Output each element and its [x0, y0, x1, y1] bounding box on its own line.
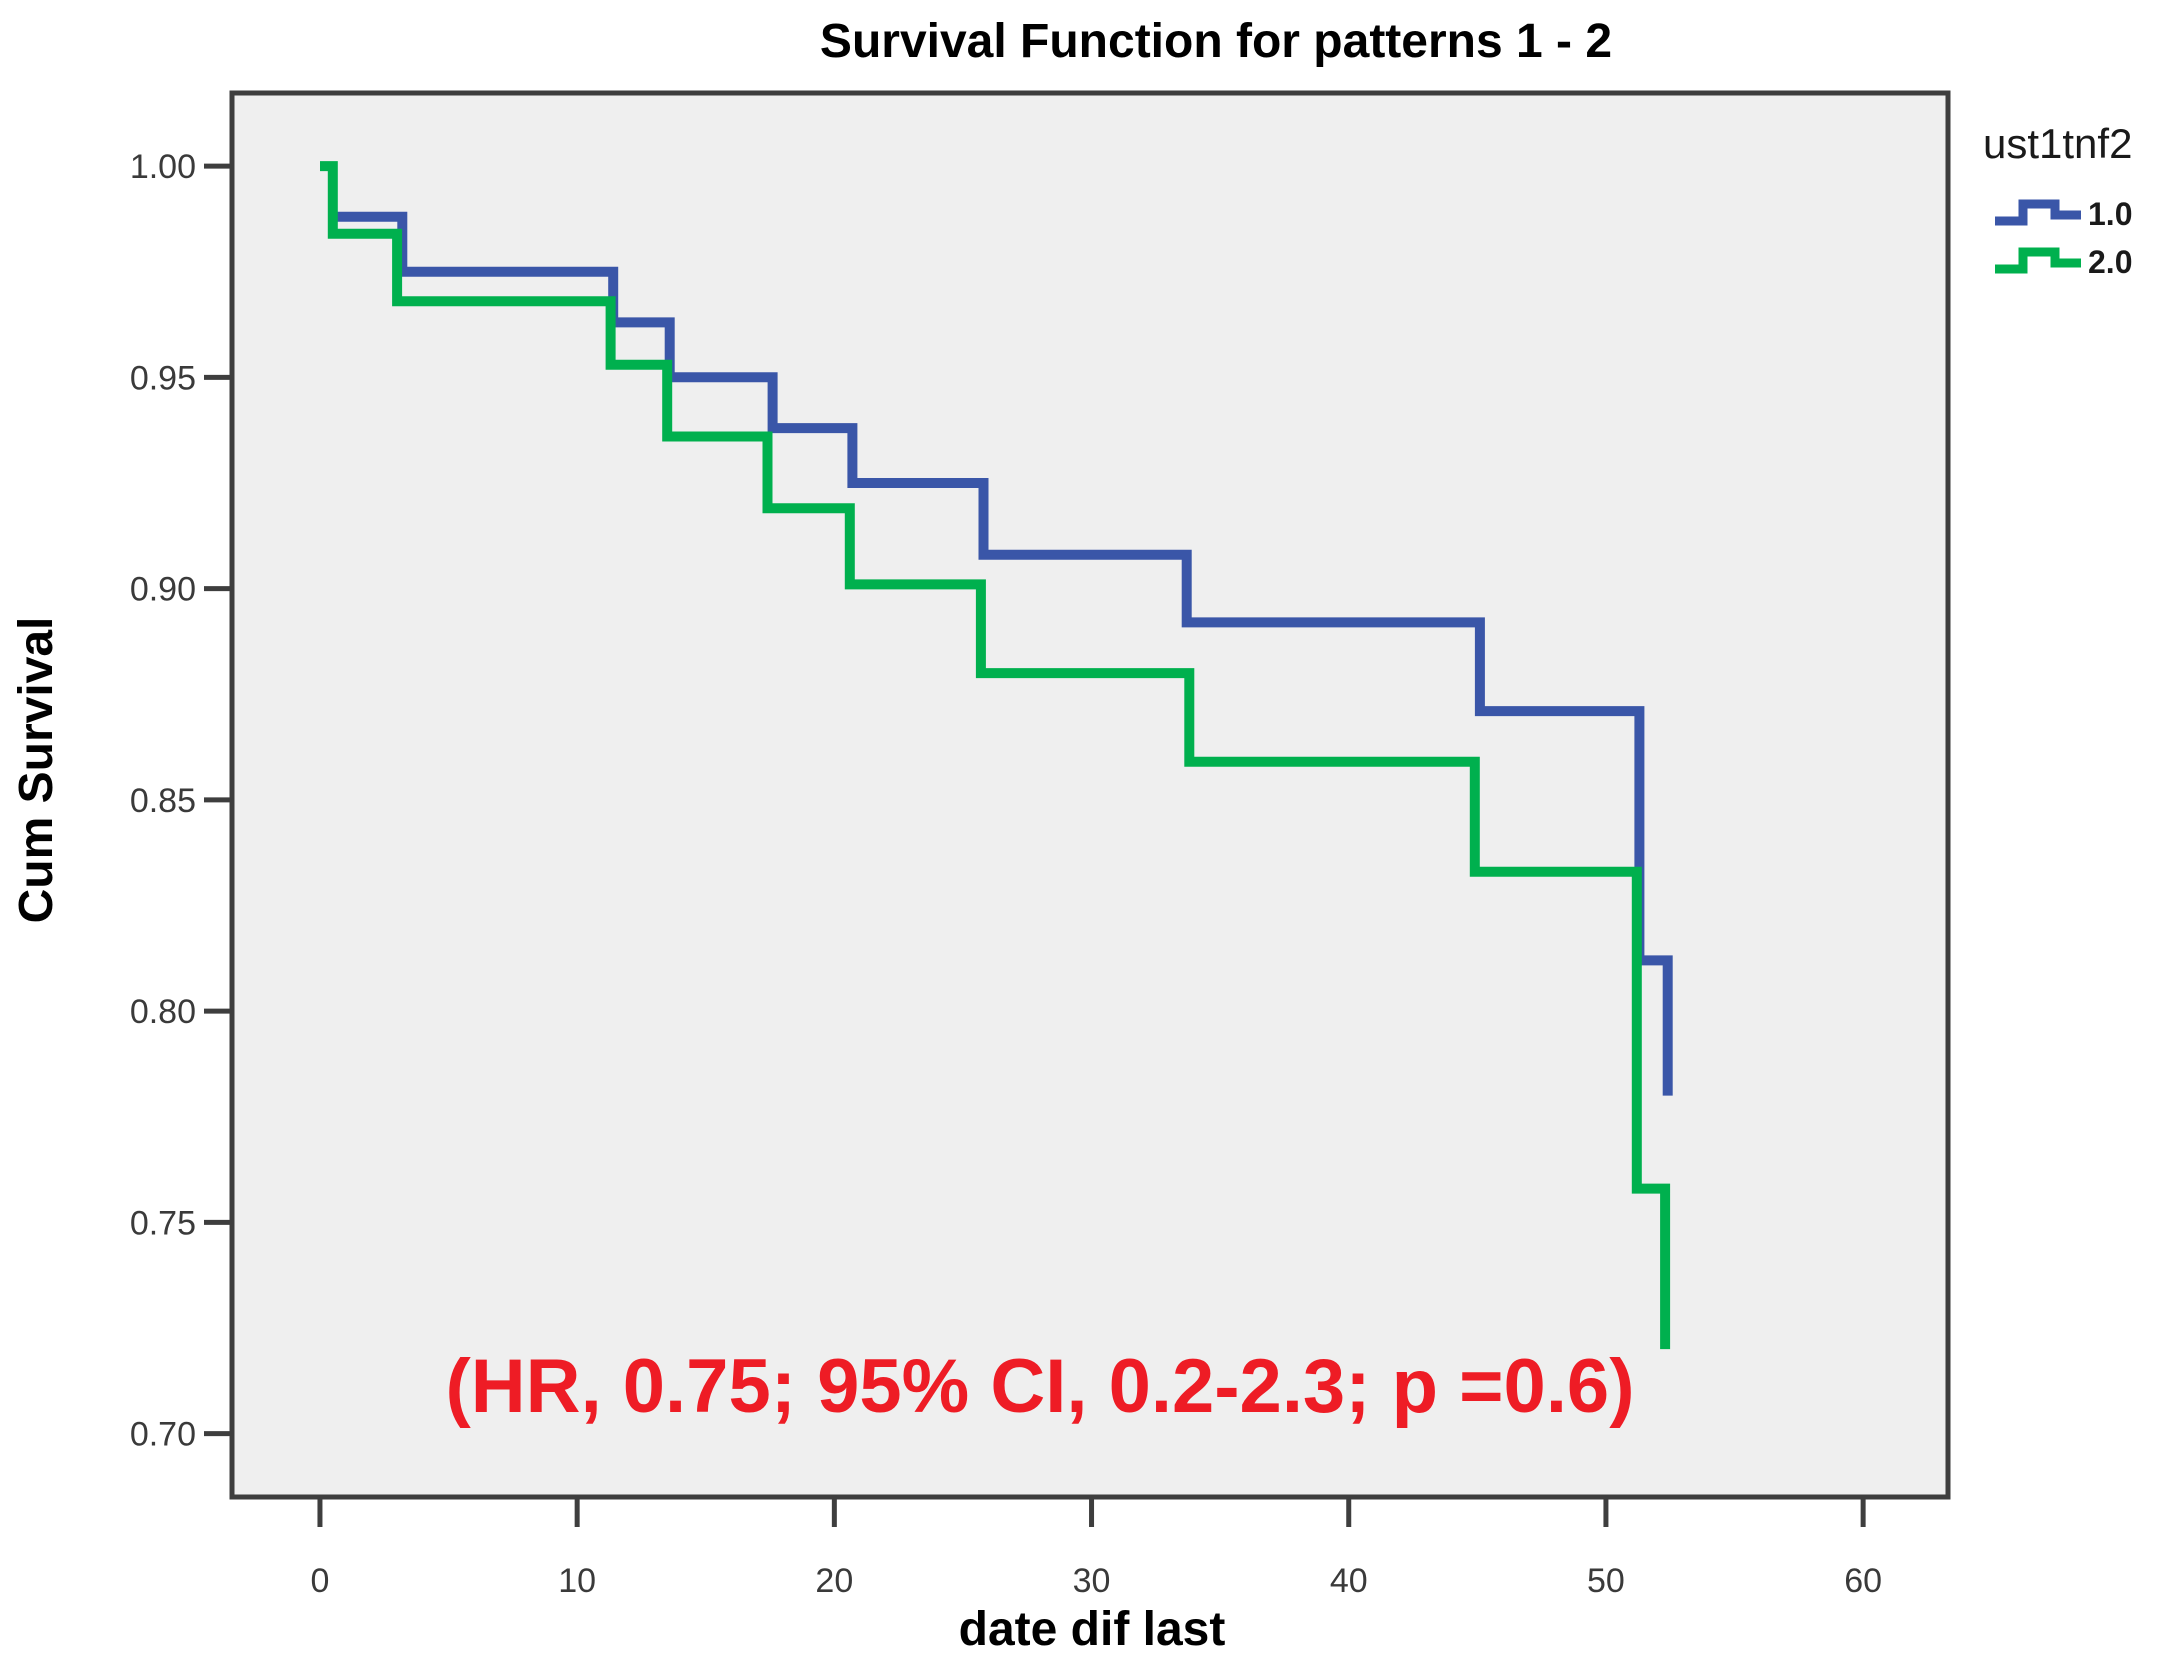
- y-tick-label: 0.75: [130, 1204, 196, 1242]
- hazard-ratio-annotation: (HR, 0.75; 95% CI, 0.2-2.3; p =0.6): [445, 1344, 1634, 1429]
- legend: 1.02.0: [1995, 196, 2132, 280]
- survival-curve-1.0: [335, 211, 1673, 1096]
- y-tick-label: 0.80: [130, 993, 196, 1031]
- legend-swatch-2.0: [1995, 247, 2081, 274]
- survival-curves: [320, 161, 1673, 1350]
- y-axis-label: Cum Survival: [10, 617, 63, 924]
- x-axis-ticks: 0 10 20 30 40 50 60: [310, 1497, 1882, 1600]
- x-tick-label: 40: [1330, 1562, 1368, 1600]
- survival-curve-2.0: [320, 161, 1671, 1350]
- plot-border: [229, 90, 1951, 1500]
- y-tick-label: 0.95: [130, 359, 196, 397]
- x-tick-label: 50: [1587, 1562, 1625, 1600]
- y-tick-label: 1.00: [130, 148, 196, 186]
- legend-label-2.0: 2.0: [2088, 244, 2132, 280]
- y-tick-label: 0.90: [130, 571, 196, 609]
- y-tick-label: 0.85: [130, 782, 196, 820]
- x-axis-label: date dif last: [959, 1603, 1226, 1656]
- y-tick-label: 0.70: [130, 1416, 196, 1454]
- x-tick-label: 30: [1073, 1562, 1111, 1600]
- legend-label-1.0: 1.0: [2088, 196, 2132, 232]
- x-tick-label: 10: [558, 1562, 596, 1600]
- y-axis-ticks: 1.00 0.95 0.90 0.85 0.80 0.75 0.70: [130, 148, 232, 1454]
- legend-title: ust1tnf2: [1983, 120, 2132, 167]
- x-tick-label: 60: [1844, 1562, 1882, 1600]
- legend-swatch-1.0: [1995, 199, 2081, 226]
- x-tick-label: 20: [815, 1562, 853, 1600]
- x-tick-label: 0: [310, 1562, 329, 1600]
- chart-title: Survival Function for patterns 1 - 2: [820, 15, 1612, 68]
